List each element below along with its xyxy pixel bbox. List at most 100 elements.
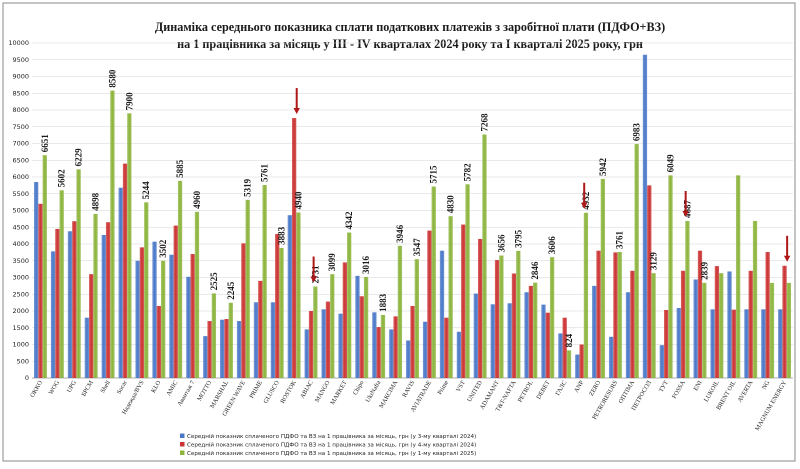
bar xyxy=(524,292,529,378)
bar xyxy=(190,254,195,378)
y-tick-label: 1000 xyxy=(12,341,29,349)
bar xyxy=(685,220,690,378)
bar xyxy=(676,307,681,378)
arrow-head xyxy=(682,210,689,217)
bar xyxy=(363,276,369,378)
bar xyxy=(228,302,233,378)
y-tick-label: 3000 xyxy=(12,274,29,282)
bar xyxy=(566,350,572,378)
legend-swatch xyxy=(180,433,185,438)
bar xyxy=(211,293,217,378)
data-label: 4932 xyxy=(581,191,591,210)
data-label: 8580 xyxy=(107,69,117,87)
bar xyxy=(347,232,352,378)
data-label: 2839 xyxy=(699,261,709,280)
bar xyxy=(304,329,309,378)
data-labels: 6651 5602 6229 4898 8580 7900 5244 3502 5885 4960… xyxy=(40,69,710,347)
data-label: 7268 xyxy=(479,113,489,132)
data-label: 5942 xyxy=(598,157,608,176)
bar xyxy=(321,309,326,378)
chart-title-line-2: на 1 працівника за місяць у ІІІ - IV ква… xyxy=(177,37,643,51)
bar xyxy=(778,309,783,378)
bar xyxy=(533,282,538,378)
legend-swatch xyxy=(180,442,185,447)
bar xyxy=(697,250,703,378)
bar xyxy=(562,317,567,378)
legend-swatch xyxy=(180,450,185,455)
bar xyxy=(296,212,301,378)
bar xyxy=(414,259,419,378)
y-tick-label: 4000 xyxy=(12,240,29,248)
x-tick-label: NG xyxy=(761,379,772,391)
data-label: 3656 xyxy=(496,234,506,253)
bar xyxy=(727,271,732,378)
bar xyxy=(765,252,770,378)
y-axis-ticks: 0 500 1000 1500 2000 2500 3000 3500 4000 4500 5000… xyxy=(8,39,29,382)
data-label: 4940 xyxy=(293,191,303,210)
y-tick-label: 9500 xyxy=(12,56,29,64)
bar xyxy=(456,331,462,378)
bar xyxy=(105,222,111,378)
bar xyxy=(186,276,191,378)
y-tick-label: 0 xyxy=(25,374,29,382)
data-label: 3761 xyxy=(615,231,625,250)
bar xyxy=(144,202,149,378)
y-tick-label: 6500 xyxy=(12,156,29,164)
arrow-head xyxy=(293,108,300,115)
bar xyxy=(410,305,415,378)
y-tick-label: 2000 xyxy=(12,307,29,315)
data-label: 3129 xyxy=(649,252,659,271)
bar xyxy=(710,309,715,378)
bar xyxy=(575,354,580,378)
bar xyxy=(406,340,411,378)
bar xyxy=(647,185,652,378)
data-label: 5885 xyxy=(175,159,185,178)
bar xyxy=(342,262,348,378)
y-tick-label: 3500 xyxy=(12,257,29,265)
bar xyxy=(262,185,267,378)
bar xyxy=(702,282,707,378)
bar xyxy=(786,282,792,378)
bar xyxy=(477,238,483,378)
data-label: 6651 xyxy=(40,134,50,153)
bar xyxy=(490,304,495,378)
data-label: 2245 xyxy=(226,281,236,300)
bar xyxy=(372,312,377,378)
data-label: 5244 xyxy=(141,181,151,200)
bar xyxy=(160,260,166,378)
y-tick-label: 4500 xyxy=(12,223,29,231)
bar xyxy=(427,230,432,378)
bar xyxy=(287,215,292,378)
data-label: 5761 xyxy=(260,164,270,183)
bar xyxy=(359,296,364,378)
bar xyxy=(625,292,631,378)
y-tick-label: 5000 xyxy=(12,207,29,215)
bar xyxy=(668,175,673,378)
y-tick-label: 6000 xyxy=(12,173,29,181)
bar xyxy=(528,285,534,378)
data-label: 3547 xyxy=(412,238,422,257)
bars xyxy=(33,54,792,378)
bar xyxy=(748,270,753,378)
data-label: 4960 xyxy=(192,190,202,209)
y-tick-label: 7000 xyxy=(12,140,29,148)
bar xyxy=(308,311,314,378)
bar xyxy=(448,216,453,378)
bar xyxy=(444,317,449,378)
y-tick-label: 500 xyxy=(17,357,29,365)
bar xyxy=(558,333,563,378)
bar xyxy=(782,265,787,378)
bar xyxy=(651,273,656,378)
bar xyxy=(744,309,749,378)
legend-label: Середній показник сплаченого ПДФО та ВЗ … xyxy=(187,450,476,457)
bar xyxy=(499,255,504,378)
bar xyxy=(592,285,597,378)
bar xyxy=(313,286,318,378)
data-label: 3795 xyxy=(513,229,523,248)
bar xyxy=(258,280,263,378)
bar xyxy=(156,305,161,378)
y-tick-label: 5500 xyxy=(12,190,29,198)
bar xyxy=(596,250,601,378)
bar xyxy=(194,211,200,378)
data-label: 3016 xyxy=(361,255,371,274)
